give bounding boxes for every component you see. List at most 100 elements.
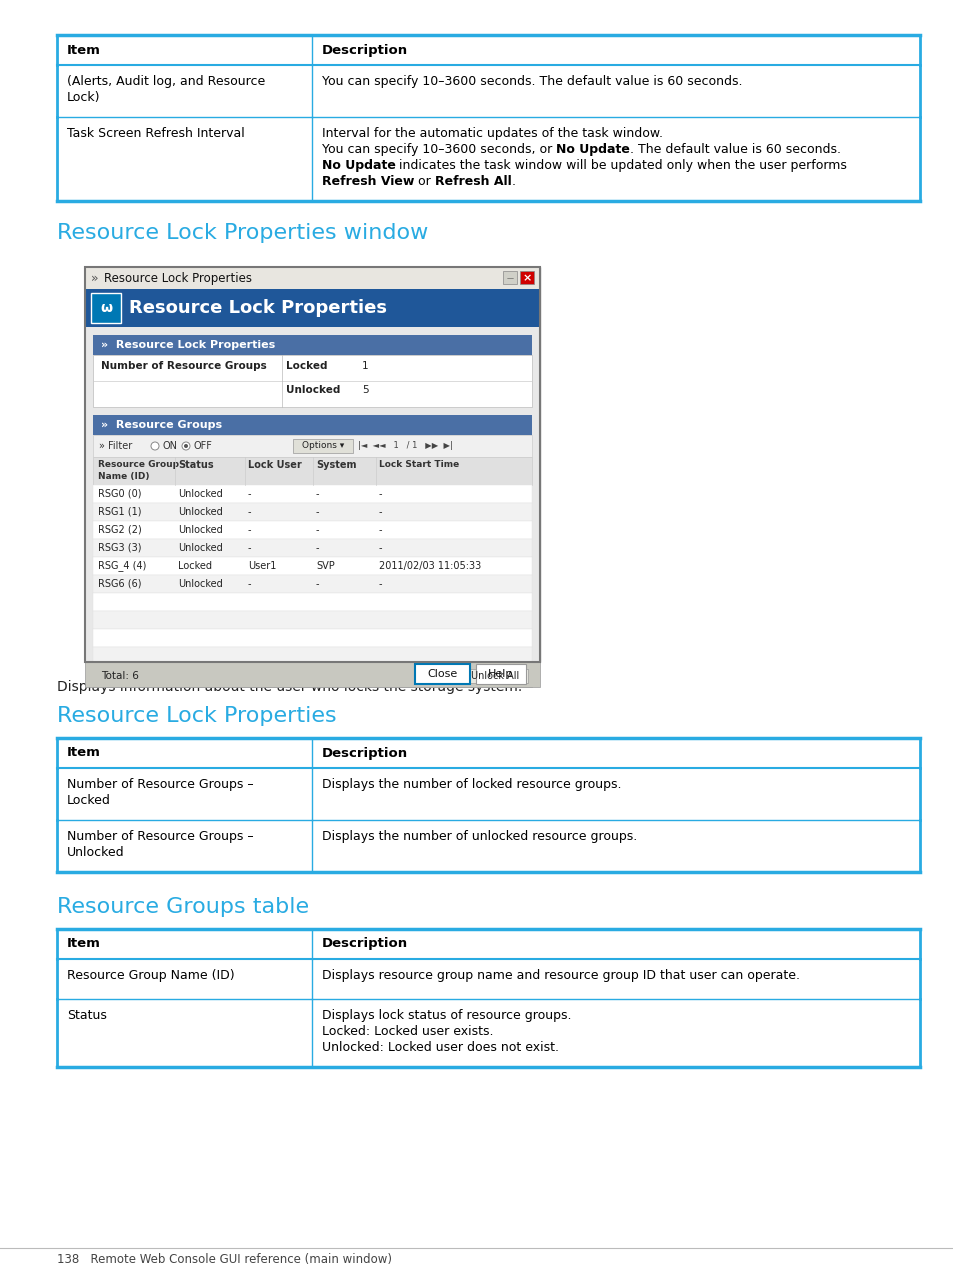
Text: Resource Group: Resource Group <box>98 460 179 469</box>
Bar <box>85 289 539 327</box>
Text: Resource Group Name (ID): Resource Group Name (ID) <box>67 969 234 982</box>
Bar <box>57 738 919 768</box>
Text: Lock): Lock) <box>67 92 100 104</box>
Text: Locked: Locked <box>178 561 212 571</box>
Text: -: - <box>315 489 319 500</box>
Text: Unlocked: Unlocked <box>178 525 222 535</box>
Circle shape <box>182 442 190 450</box>
Text: OFF: OFF <box>193 441 213 451</box>
Text: User1: User1 <box>248 561 276 571</box>
Text: Task Screen Refresh Interval: Task Screen Refresh Interval <box>67 127 245 140</box>
Text: RSG1 (1): RSG1 (1) <box>98 507 141 517</box>
Bar <box>92 594 532 611</box>
Bar <box>57 999 919 1066</box>
Bar <box>92 539 532 557</box>
Bar <box>57 820 919 872</box>
Text: -: - <box>315 543 319 553</box>
Text: Resource Lock Properties: Resource Lock Properties <box>104 272 252 285</box>
Bar <box>85 267 539 289</box>
Text: »  Resource Groups: » Resource Groups <box>101 419 222 430</box>
Bar <box>85 267 539 662</box>
Text: RSG0 (0): RSG0 (0) <box>98 489 141 500</box>
Text: Displays the number of unlocked resource groups.: Displays the number of unlocked resource… <box>321 830 637 843</box>
Bar <box>415 663 470 684</box>
Text: Help: Help <box>488 669 513 679</box>
Bar <box>85 662 539 688</box>
Text: Locked: Locked <box>286 361 327 371</box>
Text: Status: Status <box>67 1009 107 1022</box>
Bar <box>57 929 919 960</box>
Bar <box>57 65 919 117</box>
Circle shape <box>184 444 188 447</box>
Text: -: - <box>248 543 252 553</box>
Text: Unlocked: Unlocked <box>178 507 222 517</box>
Bar <box>85 267 539 662</box>
Bar <box>92 458 532 486</box>
Text: Locked: Locked user exists.: Locked: Locked user exists. <box>321 1024 493 1038</box>
Circle shape <box>151 442 159 450</box>
Text: or: or <box>414 175 435 188</box>
Text: Unlocked: Unlocked <box>178 543 222 553</box>
Text: Unlocked: Unlocked <box>286 385 340 395</box>
Text: No Update: No Update <box>556 144 629 156</box>
Text: Options ▾: Options ▾ <box>301 441 344 450</box>
Bar <box>92 629 532 647</box>
Bar <box>92 486 532 503</box>
Text: Unlocked: Locked user does not exist.: Unlocked: Locked user does not exist. <box>321 1041 558 1054</box>
Text: Unlocked: Unlocked <box>178 489 222 500</box>
Text: -: - <box>315 580 319 588</box>
Text: RSG_4 (4): RSG_4 (4) <box>98 561 146 572</box>
Bar <box>92 647 532 665</box>
Text: Displays lock status of resource groups.: Displays lock status of resource groups. <box>321 1009 571 1022</box>
Text: Resource Groups table: Resource Groups table <box>57 897 309 916</box>
Text: Interval for the automatic updates of the task window.: Interval for the automatic updates of th… <box>321 127 662 140</box>
Text: Status: Status <box>178 460 213 470</box>
Text: Resource Lock Properties window: Resource Lock Properties window <box>57 222 428 243</box>
Bar <box>519 271 534 283</box>
Text: —: — <box>506 275 513 281</box>
Text: Locked: Locked <box>67 794 111 807</box>
Text: -: - <box>248 507 252 517</box>
Bar <box>502 271 517 283</box>
Text: Displays the number of locked resource groups.: Displays the number of locked resource g… <box>321 778 620 791</box>
Bar <box>92 557 532 574</box>
Text: indicates the task window will be updated only when the user performs: indicates the task window will be update… <box>395 159 846 172</box>
Text: -: - <box>378 543 382 553</box>
Text: Total: 6: Total: 6 <box>101 671 139 681</box>
Text: Item: Item <box>67 43 101 56</box>
Text: Displays resource group name and resource group ID that user can operate.: Displays resource group name and resourc… <box>321 969 799 982</box>
Bar <box>92 611 532 629</box>
Text: You can specify 10–3600 seconds. The default value is 60 seconds.: You can specify 10–3600 seconds. The def… <box>321 75 741 88</box>
Text: -: - <box>378 525 382 535</box>
Text: You can specify 10–3600 seconds, or: You can specify 10–3600 seconds, or <box>321 144 556 156</box>
Text: -: - <box>378 580 382 588</box>
Bar <box>92 503 532 521</box>
Text: »: » <box>91 272 98 285</box>
Text: Displays information about the user who locks the storage system.: Displays information about the user who … <box>57 680 521 694</box>
Text: RSG6 (6): RSG6 (6) <box>98 580 141 588</box>
Text: Number of Resource Groups –: Number of Resource Groups – <box>67 830 253 843</box>
Bar <box>92 355 532 407</box>
Bar <box>92 435 532 458</box>
Bar <box>92 574 532 594</box>
Text: . The default value is 60 seconds.: . The default value is 60 seconds. <box>629 144 840 156</box>
Text: System: System <box>315 460 356 470</box>
Text: Unlocked: Unlocked <box>178 580 222 588</box>
Bar <box>57 768 919 820</box>
Text: Refresh View: Refresh View <box>321 175 414 188</box>
Bar <box>462 669 527 683</box>
Bar <box>85 327 539 662</box>
Text: Number of Resource Groups: Number of Resource Groups <box>101 361 267 371</box>
Bar <box>57 960 919 999</box>
Text: Name (ID): Name (ID) <box>98 472 150 480</box>
Text: Resource Lock Properties: Resource Lock Properties <box>57 705 336 726</box>
Text: RSG2 (2): RSG2 (2) <box>98 525 142 535</box>
Text: »  Resource Lock Properties: » Resource Lock Properties <box>101 341 275 350</box>
Text: Description: Description <box>321 43 407 56</box>
Text: » Filter: » Filter <box>99 441 132 451</box>
Text: -: - <box>248 489 252 500</box>
Text: Item: Item <box>67 938 101 951</box>
Text: Lock Start Time: Lock Start Time <box>378 460 458 469</box>
Bar <box>92 416 532 435</box>
Text: Unlock All: Unlock All <box>471 671 519 681</box>
